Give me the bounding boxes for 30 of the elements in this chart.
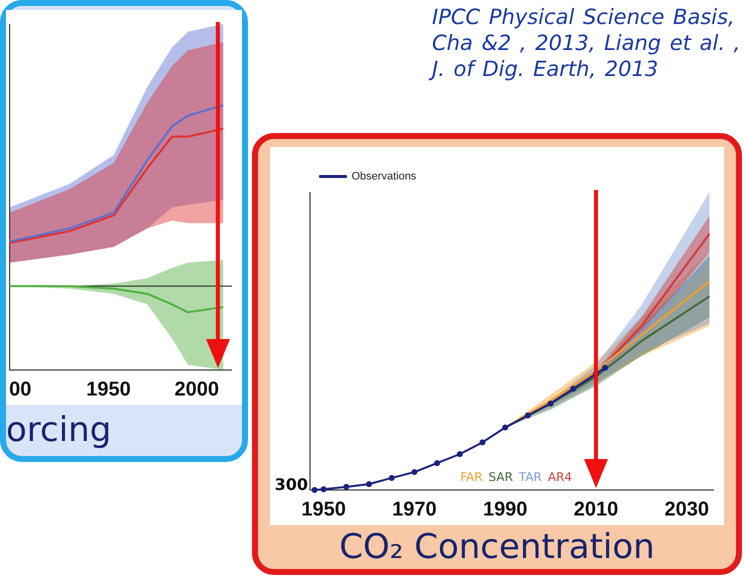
point — [320, 486, 327, 492]
point — [524, 412, 531, 418]
x-tick-label: 2000 — [174, 378, 219, 401]
point — [548, 400, 554, 407]
x-axis-title: orcing — [6, 410, 112, 450]
text: 300 — [274, 475, 308, 494]
x-tick-label: 2030 — [664, 498, 710, 521]
x-axis-title: CO₂ Concentration — [338, 527, 656, 567]
legend-label: Observations — [352, 170, 417, 183]
point — [502, 424, 508, 430]
point — [312, 487, 318, 493]
point — [434, 460, 440, 466]
point — [343, 484, 350, 490]
point — [479, 439, 486, 446]
point — [388, 474, 395, 481]
x-tick-label: 1950 — [301, 498, 346, 521]
point — [411, 469, 418, 476]
text: TAR — [518, 470, 542, 484]
point — [570, 386, 576, 392]
x-tick-label: 1950 — [86, 378, 131, 401]
x-tick-label: 1990 — [482, 498, 528, 521]
x-tick-label: 2010 — [574, 498, 618, 521]
point — [366, 481, 372, 488]
point — [456, 451, 463, 458]
text: SAR — [488, 470, 513, 484]
x-tick-label: 1970 — [392, 498, 437, 521]
x-tick-label: 00 — [9, 378, 32, 401]
text: FAR — [460, 470, 483, 484]
text: AR4 — [548, 470, 572, 484]
point — [602, 364, 608, 371]
